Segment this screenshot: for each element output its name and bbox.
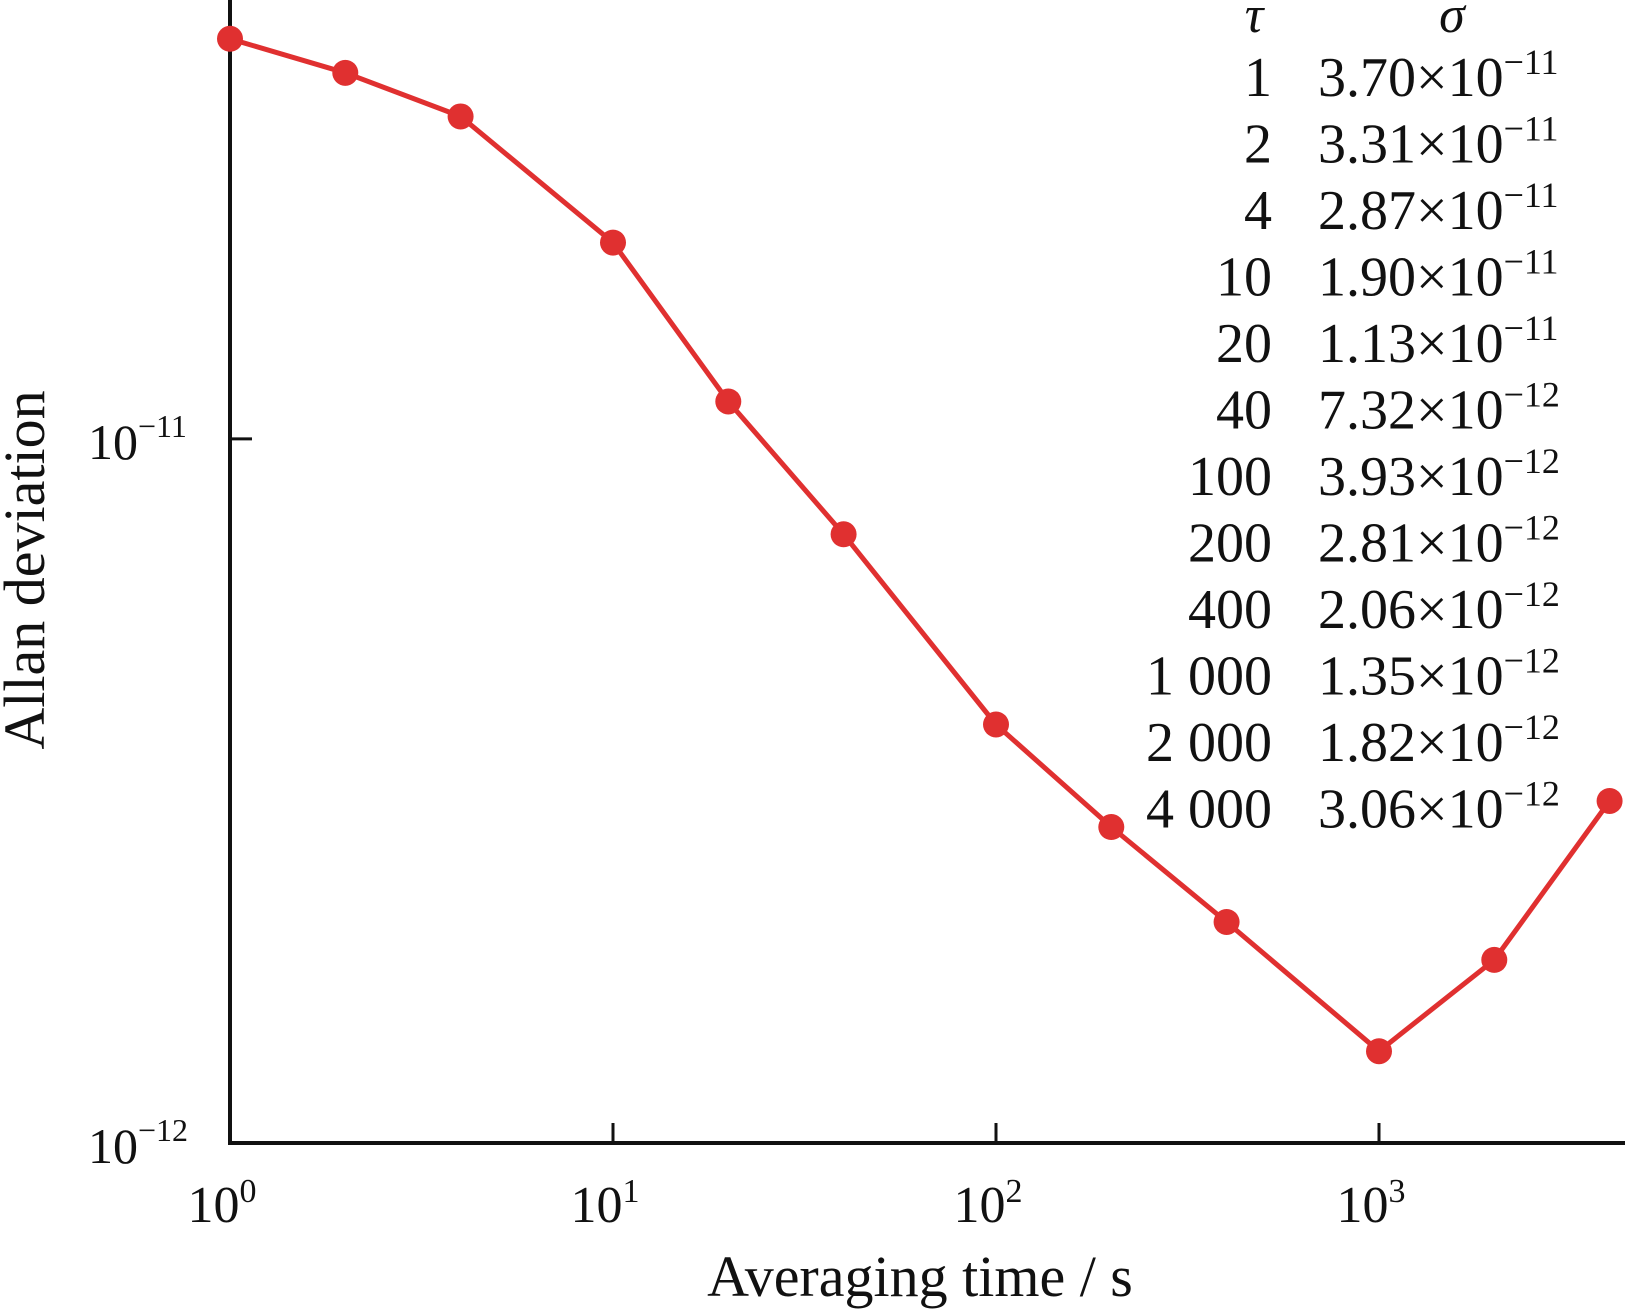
table-sigma-11: 3.06×10−12: [1318, 774, 1560, 841]
data-point-10: [1481, 946, 1508, 973]
table-sigma-3: 1.90×10−11: [1318, 242, 1559, 309]
table-tau-8: 400: [1188, 579, 1272, 641]
x-tick-label-3: 103: [1337, 1173, 1406, 1234]
data-point-7: [1098, 814, 1125, 841]
data-point-6: [983, 711, 1009, 738]
x-tick-label-1: 101: [571, 1173, 640, 1234]
table-tau-6: 100: [1188, 446, 1272, 508]
data-point-8: [1213, 908, 1240, 935]
table-header-sigma: σ: [1439, 0, 1467, 44]
table-tau-7: 200: [1188, 513, 1272, 575]
table-tau-3: 10: [1216, 247, 1272, 309]
y-tick-label-1: 10−12: [88, 1112, 188, 1174]
table-tau-5: 40: [1216, 380, 1272, 442]
table-tau-10: 2 000: [1146, 712, 1272, 774]
data-point-5: [830, 521, 857, 548]
table-sigma-5: 7.32×10−12: [1318, 375, 1560, 442]
table-sigma-9: 1.35×10−12: [1318, 641, 1560, 708]
table-tau-1: 2: [1244, 114, 1272, 176]
data-point-4: [715, 388, 742, 415]
data-point-3: [600, 229, 626, 256]
table-tau-9: 1 000: [1146, 646, 1272, 708]
table-sigma-7: 2.81×10−12: [1318, 508, 1560, 575]
table-tau-2: 4: [1244, 180, 1272, 242]
x-tick-label-2: 102: [954, 1173, 1023, 1234]
table-tau-11: 4 000: [1146, 779, 1272, 841]
table-sigma-6: 3.93×10−12: [1318, 441, 1560, 508]
data-point-1: [332, 59, 359, 86]
table-sigma-10: 1.82×10−12: [1318, 707, 1560, 774]
table-sigma-4: 1.13×10−11: [1318, 308, 1559, 375]
table-tau-0: 1: [1244, 47, 1272, 109]
y-tick-label-0: 10−11: [88, 408, 187, 470]
x-tick-label-0: 100: [188, 1173, 257, 1234]
annotation-table: τ σ 1 3.70×10−11 2 3.31×10−11 4 2.87×10−11 10 1.9…: [1146, 0, 1560, 841]
data-point-2: [447, 103, 474, 130]
data-point-9: [1366, 1038, 1392, 1065]
data-point-0: [217, 25, 243, 52]
table-sigma-2: 2.87×10−11: [1318, 175, 1559, 242]
data-point-11: [1596, 787, 1623, 814]
table-sigma-1: 3.31×10−11: [1318, 109, 1559, 176]
table-sigma-0: 3.70×10−11: [1318, 42, 1559, 109]
data-series: [217, 25, 1623, 1065]
y-axis-label: Allan deviation: [0, 390, 57, 749]
table-sigma-8: 2.06×10−12: [1318, 574, 1560, 641]
table-header-tau: τ: [1245, 0, 1266, 44]
x-axis-label: Averaging time / s: [707, 1244, 1133, 1309]
table-tau-4: 20: [1216, 313, 1272, 375]
series-line-0: [229, 36, 1612, 1054]
